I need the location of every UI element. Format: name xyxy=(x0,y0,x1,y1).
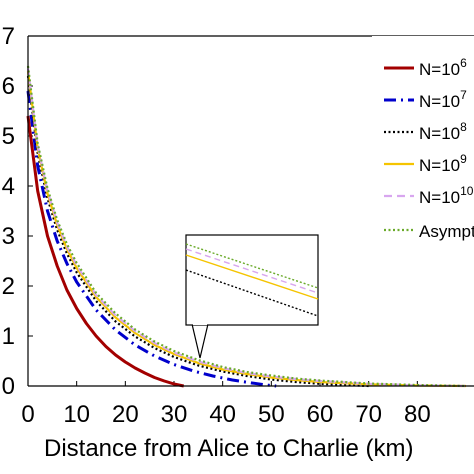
x-tick-label: 40 xyxy=(209,401,236,428)
x-tick-label: 70 xyxy=(355,401,382,428)
x-tick-label: 20 xyxy=(112,401,139,428)
x-tick-label: 0 xyxy=(21,401,34,428)
legend-label: N=109 xyxy=(419,152,467,175)
inset-callout xyxy=(191,323,209,359)
series-line-2 xyxy=(26,90,277,388)
x-tick-label: 80 xyxy=(404,401,431,428)
y-tick-label: 7 xyxy=(2,23,15,50)
legend: N=106 N=107 N=108 N=109 N=1010 Asymptotic xyxy=(372,36,474,241)
x-axis-label: Distance from Alice to Charlie (km) xyxy=(44,435,413,462)
y-tick-label: 6 xyxy=(2,73,15,100)
inset-line-n10e8 xyxy=(185,269,319,317)
inset-line-asymptotic xyxy=(185,243,319,289)
y-tick-label: 0 xyxy=(2,373,15,400)
y-tick-label: 5 xyxy=(2,123,15,150)
legend-label: N=107 xyxy=(419,88,467,111)
y-tick-label: 3 xyxy=(2,223,15,250)
legend-label: N=108 xyxy=(419,120,467,143)
y-tick-label: 1 xyxy=(2,323,15,350)
legend-label: N=106 xyxy=(419,56,467,79)
x-tick-label: 50 xyxy=(258,401,285,428)
x-tick-label: 30 xyxy=(161,401,188,428)
y-tick-label: 2 xyxy=(2,273,15,300)
inset-box xyxy=(185,234,319,326)
x-tick-label: 60 xyxy=(307,401,334,428)
series-line-1 xyxy=(26,115,185,388)
y-tick-label: 4 xyxy=(2,173,15,200)
x-tick-label: 10 xyxy=(63,401,90,428)
series-lines xyxy=(26,65,467,388)
legend-label: Asymptotic xyxy=(419,222,474,241)
inset-zoom xyxy=(185,234,319,359)
inset-line-n10e10 xyxy=(185,248,319,294)
series-line-3 xyxy=(26,75,369,388)
inset-line-n10e9 xyxy=(185,254,319,300)
legend-label: N=1010 xyxy=(419,184,474,207)
